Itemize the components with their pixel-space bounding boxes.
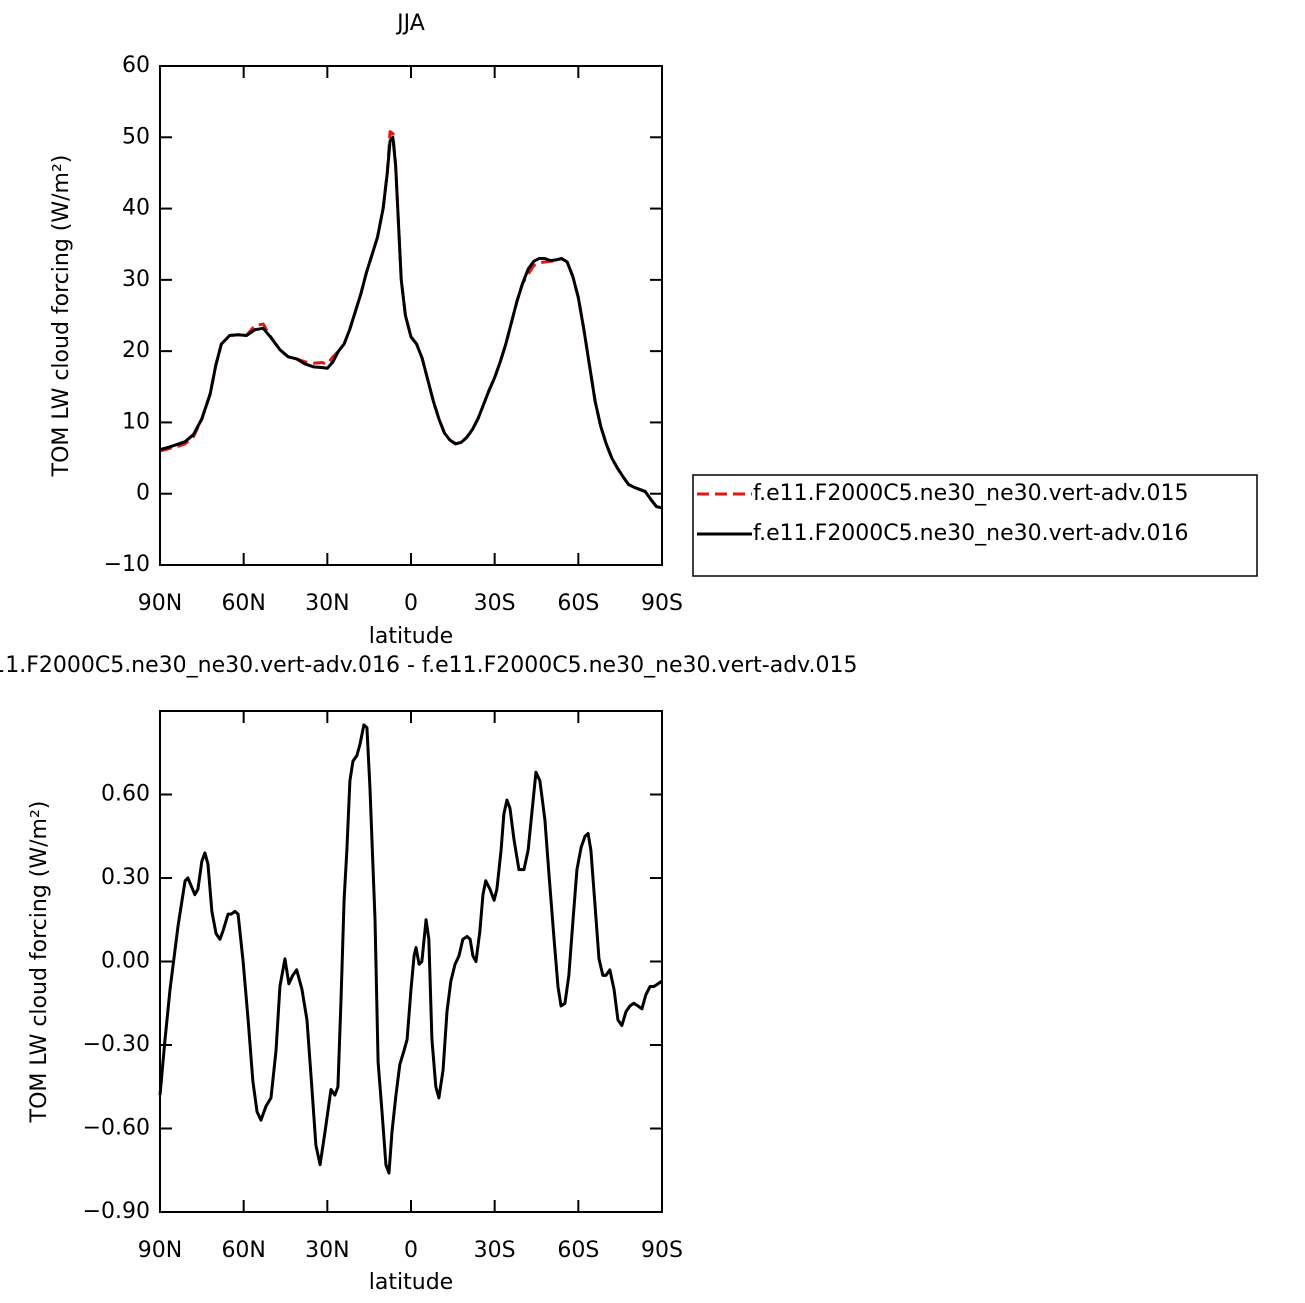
x-axis-label: latitude xyxy=(369,1270,453,1295)
data-line xyxy=(159,135,663,510)
y-tick-label: −10 xyxy=(104,552,150,577)
x-tick-label: 60S xyxy=(557,1238,599,1263)
x-tick-label: 90S xyxy=(641,591,683,616)
x-tick-label: 30N xyxy=(305,591,349,616)
x-tick-label: 0 xyxy=(404,591,418,616)
x-tick-label: 60N xyxy=(221,1238,265,1263)
y-tick-label: 60 xyxy=(122,53,150,78)
x-tick-label: 30N xyxy=(305,1238,349,1263)
y-tick-label: 0.30 xyxy=(101,865,150,890)
y-tick-label: 20 xyxy=(122,338,150,363)
data-line xyxy=(159,130,663,510)
x-tick-label: 90N xyxy=(138,591,182,616)
x-tick-label: 0 xyxy=(404,1238,418,1263)
y-tick-label: 0.60 xyxy=(101,782,150,807)
y-tick-label: −0.60 xyxy=(83,1116,150,1141)
y-tick-label: 10 xyxy=(122,409,150,434)
legend-box xyxy=(692,474,1258,577)
plot-frame xyxy=(159,710,663,1213)
y-axis-label: TOM LW cloud forcing (W/m²) xyxy=(27,801,52,1124)
x-tick-label: 30S xyxy=(474,591,516,616)
y-tick-label: 40 xyxy=(122,196,150,221)
y-tick-label: 30 xyxy=(122,267,150,292)
y-tick-label: 0.00 xyxy=(101,949,150,974)
x-tick-label: 60N xyxy=(221,591,265,616)
y-tick-label: 50 xyxy=(122,124,150,149)
data-line xyxy=(158,723,663,1175)
chart-title: f.e11.F2000C5.ne30_ne30.vert-adv.016 - f… xyxy=(0,653,857,678)
legend-label: f.e11.F2000C5.ne30_ne30.vert-adv.016 xyxy=(753,521,1189,546)
x-tick-label: 90S xyxy=(641,1238,683,1263)
y-tick-label: 0 xyxy=(136,481,150,506)
plot-frame xyxy=(159,65,663,566)
chart-title: JJA xyxy=(395,11,425,36)
y-axis-label: TOM LW cloud forcing (W/m²) xyxy=(49,155,74,478)
legend-label: f.e11.F2000C5.ne30_ne30.vert-adv.015 xyxy=(753,481,1189,506)
x-axis-label: latitude xyxy=(369,624,453,649)
x-tick-label: 60S xyxy=(557,591,599,616)
y-tick-label: −0.90 xyxy=(83,1199,150,1224)
x-tick-label: 30S xyxy=(474,1238,516,1263)
y-tick-label: −0.30 xyxy=(83,1032,150,1057)
x-tick-label: 90N xyxy=(138,1238,182,1263)
